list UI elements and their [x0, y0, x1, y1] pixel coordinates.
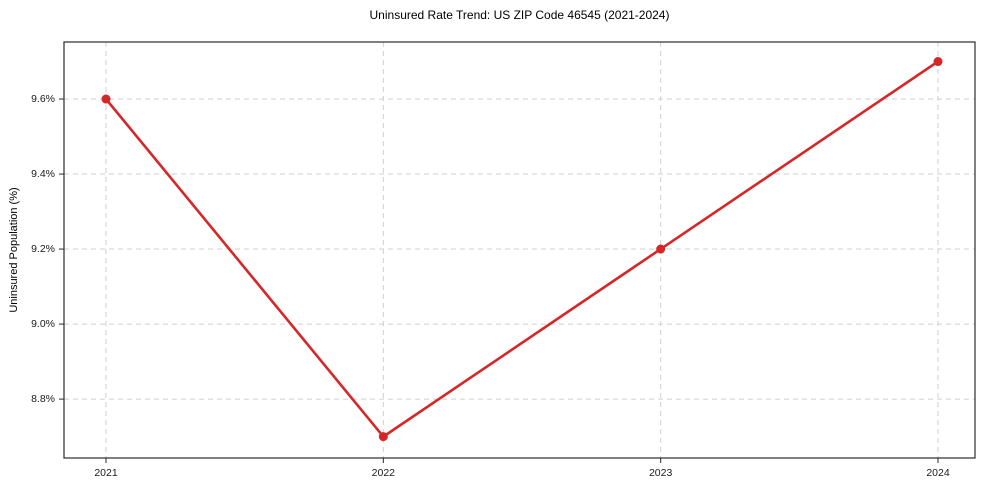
- x-tick-label: 2024: [926, 467, 950, 479]
- y-tick-label: 9.6%: [31, 93, 55, 106]
- y-tick-label: 9.0%: [31, 318, 55, 331]
- data-point-marker: [933, 57, 943, 67]
- axes-spines: [63, 41, 976, 459]
- chart-title: Uninsured Rate Trend: US ZIP Code 46545 …: [369, 8, 670, 22]
- x-tick-label: 2021: [94, 467, 118, 479]
- data-point-marker: [378, 432, 388, 442]
- x-tick-label: 2022: [371, 467, 395, 479]
- y-tick-label: 9.4%: [31, 168, 55, 181]
- data-point-marker: [101, 94, 111, 104]
- y-tick-label: 9.2%: [31, 243, 55, 256]
- data-point-marker: [656, 244, 666, 254]
- data-line: [104, 60, 940, 438]
- y-tick-label: 8.8%: [31, 393, 55, 406]
- x-tick-label: 2023: [648, 467, 673, 479]
